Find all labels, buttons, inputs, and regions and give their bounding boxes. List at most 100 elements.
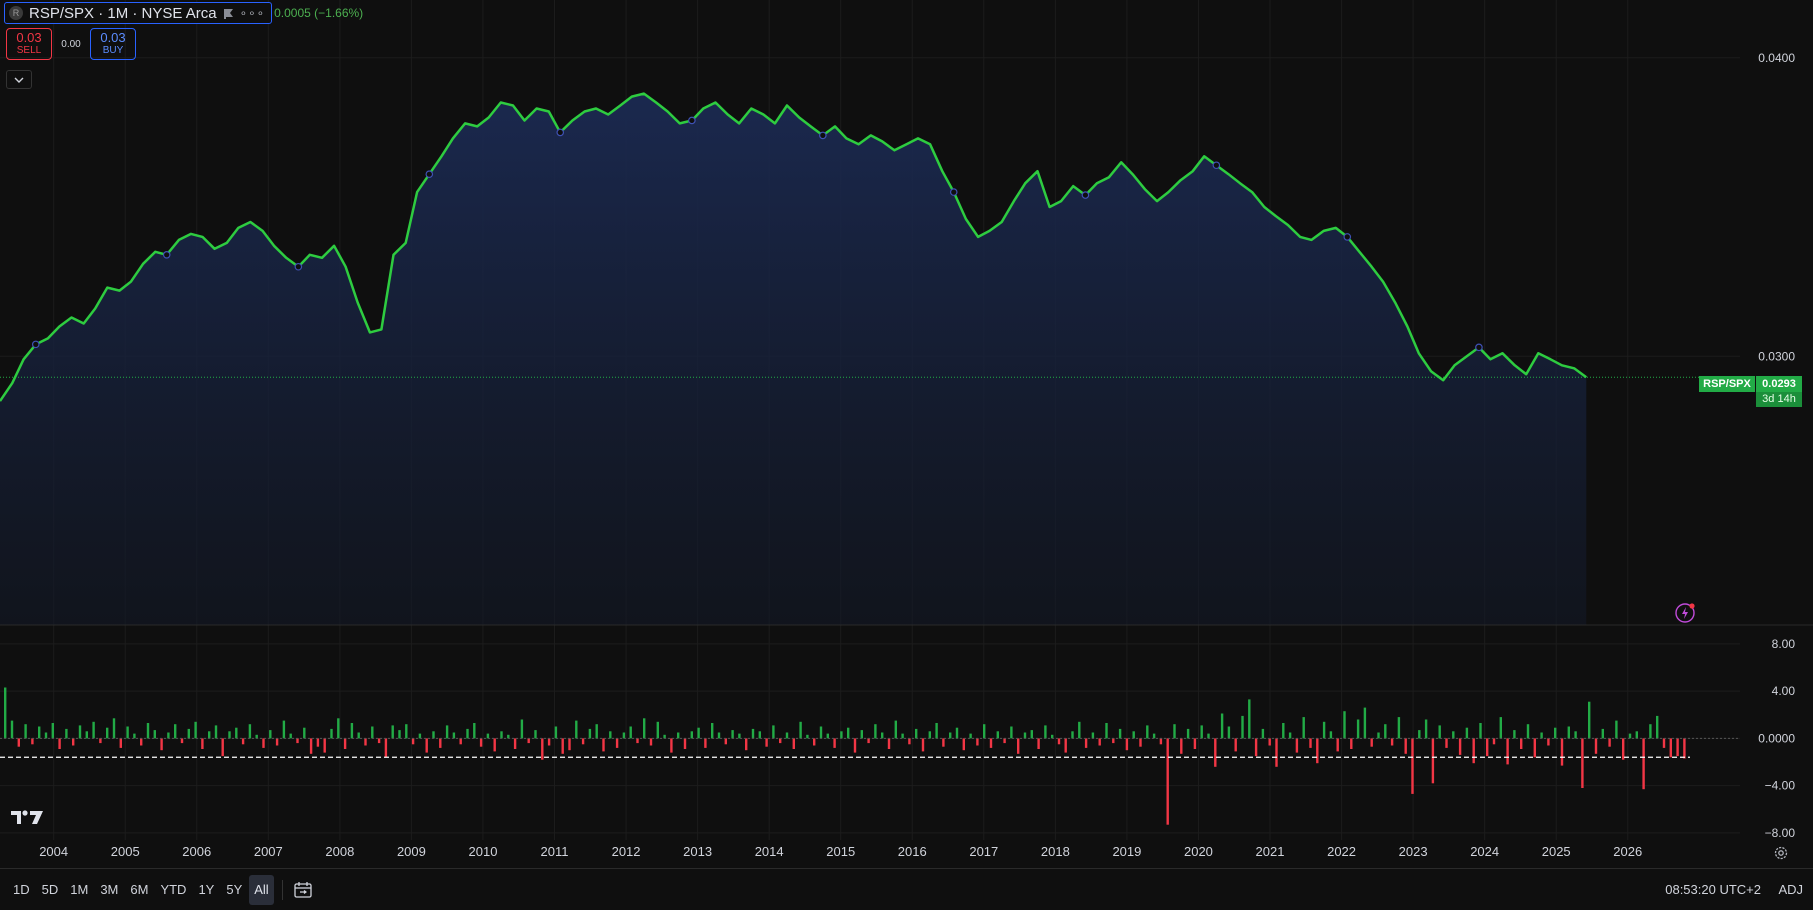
histogram-bar (765, 738, 768, 747)
histogram-bar (1282, 723, 1285, 739)
adj-toggle[interactable]: ADJ (1778, 882, 1803, 897)
event-marker[interactable] (1212, 161, 1221, 170)
histogram-bar (1173, 724, 1176, 739)
histogram-bar (398, 730, 401, 739)
y-tick-label: 0.0300 (1758, 349, 1795, 363)
y-tick-label: 0.0400 (1758, 51, 1795, 65)
histogram-bar (445, 725, 449, 739)
sell-button[interactable]: 0.03 SELL (6, 28, 52, 60)
histogram-bar (153, 730, 156, 739)
histogram-bar (1166, 738, 1169, 825)
buy-button[interactable]: 0.03 BUY (90, 28, 136, 60)
histogram-bar (1010, 726, 1013, 739)
histogram-bar (1268, 738, 1271, 746)
range-1m[interactable]: 1M (70, 881, 89, 897)
histogram-bar (996, 731, 999, 739)
histogram-bar (72, 738, 75, 746)
range-all[interactable]: All (249, 874, 274, 905)
calendar-range-icon[interactable] (293, 880, 313, 900)
collapse-button[interactable] (6, 70, 32, 89)
histogram-bar (1227, 726, 1231, 739)
histogram-bar (928, 731, 931, 739)
histogram-bar (1574, 731, 1577, 739)
histogram-bar (520, 719, 524, 739)
histogram-bar (731, 730, 734, 739)
histogram-bar (486, 733, 490, 739)
histogram-bar (364, 738, 367, 746)
y-tick-label: −8.00 (1765, 826, 1796, 840)
more-icon[interactable]: ∘∘∘ (239, 6, 266, 20)
event-marker[interactable] (688, 116, 696, 125)
histogram-bar (779, 738, 782, 744)
histogram-bar (1526, 724, 1530, 739)
event-marker[interactable] (556, 128, 565, 137)
event-marker[interactable] (425, 170, 434, 178)
clock[interactable]: 08:53:20 UTC+2 (1665, 882, 1761, 897)
histogram-bar (133, 733, 136, 739)
tradingview-logo[interactable] (10, 808, 44, 826)
flag-icon[interactable] (223, 8, 234, 19)
histogram-bar (24, 724, 27, 739)
histogram-bar (1316, 738, 1319, 764)
event-marker[interactable] (1343, 233, 1352, 241)
price-tag-countdown: 3d 14h (1756, 392, 1802, 407)
chart-canvas[interactable]: 2004 2005 2006 2007 2008 2009 2010 2011 2012 2013… (0, 0, 1813, 868)
event-marker[interactable] (819, 131, 827, 140)
range-1d[interactable]: 1D (13, 881, 30, 897)
price-line[interactable] (0, 92, 1588, 402)
histogram-bar (615, 738, 619, 748)
histogram-bar (316, 738, 320, 747)
event-marker[interactable] (294, 262, 303, 271)
event-marker[interactable] (949, 188, 958, 196)
event-marker[interactable] (1475, 343, 1483, 352)
gear-icon[interactable] (1773, 845, 1789, 861)
histogram-bar (269, 730, 272, 739)
histogram-bar (677, 732, 680, 739)
histogram-bar (690, 731, 693, 739)
histogram-bar (1390, 738, 1394, 746)
histogram-bar (1051, 734, 1054, 739)
histogram-bar (683, 738, 687, 749)
event-markers[interactable] (31, 116, 1483, 352)
histogram-bar (588, 728, 592, 739)
histogram-bar (1560, 738, 1564, 766)
histogram-bar (1003, 738, 1006, 744)
histogram-bar (235, 727, 238, 739)
range-5y[interactable]: 5Y (226, 881, 243, 897)
spread-value: 0.00 (61, 38, 81, 50)
histogram-bar (976, 738, 979, 746)
histogram-bar (772, 725, 775, 739)
range-3m[interactable]: 3M (100, 881, 119, 897)
range-1y[interactable]: 1Y (198, 881, 215, 897)
histogram-bar (38, 726, 41, 739)
event-marker[interactable] (31, 340, 40, 349)
event-marker[interactable] (1081, 191, 1090, 199)
histogram-bar (78, 725, 82, 739)
histogram-bar (1445, 738, 1448, 748)
histogram-bar (174, 724, 177, 739)
symbol-title[interactable]: RSP/SPX · 1M · NYSE Arca (29, 4, 217, 22)
histogram-bar (1635, 731, 1638, 739)
x-tick-label: 2010 (469, 844, 498, 859)
histogram-bar (874, 724, 877, 739)
histogram-bar (1356, 719, 1360, 739)
histogram-bar (806, 734, 809, 739)
histogram-bar (1520, 738, 1523, 749)
histogram-bar (643, 718, 646, 739)
range-5d[interactable]: 5D (41, 881, 59, 897)
last-price-tag: RSP/SPX 0.0293 3d 14h (1699, 376, 1802, 407)
event-marker[interactable] (162, 251, 171, 259)
histogram-bar (547, 738, 551, 746)
histogram-bar (1615, 720, 1618, 739)
sell-label: SELL (16, 45, 42, 56)
flash-icon[interactable] (1674, 602, 1696, 624)
symbol-selector[interactable]: R RSP/SPX · 1M · NYSE Arca ∘∘∘ (4, 2, 273, 24)
histogram-bar (289, 733, 292, 739)
histogram-bar (1676, 738, 1679, 757)
histogram-bar (4, 687, 7, 739)
histogram-bar (92, 721, 95, 739)
histogram-bar (323, 738, 326, 753)
range-ytd[interactable]: YTD (160, 881, 187, 897)
range-6m[interactable]: 6M (130, 881, 149, 897)
histogram-bar (1132, 731, 1135, 739)
